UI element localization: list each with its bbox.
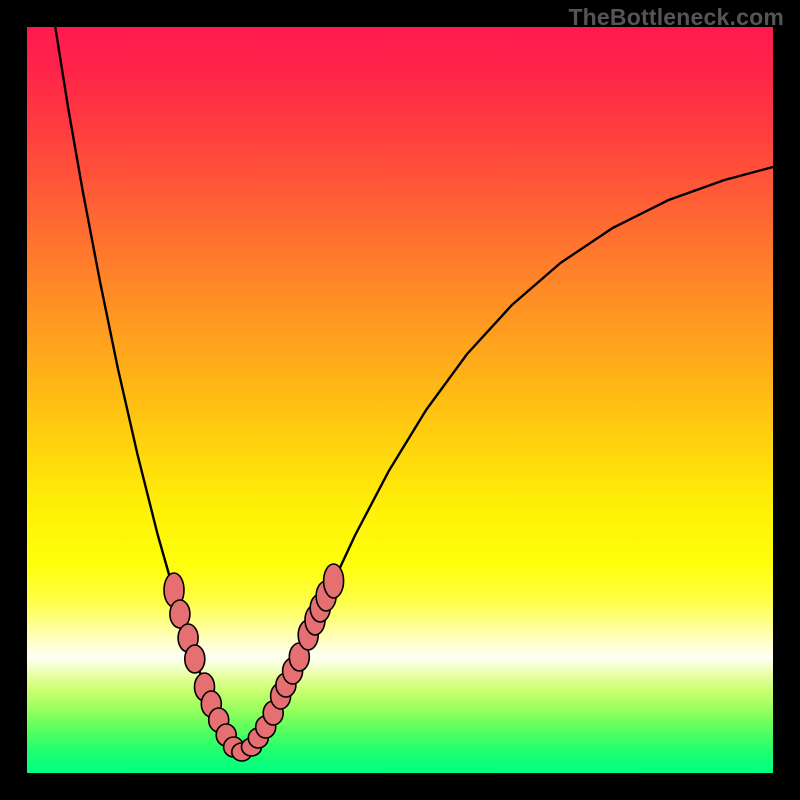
chart-canvas: TheBottleneck.com — [0, 0, 800, 800]
curve-marker — [185, 645, 205, 673]
bottleneck-curve-chart — [0, 0, 800, 800]
plot-gradient-background — [27, 27, 773, 773]
watermark-text: TheBottleneck.com — [568, 4, 784, 31]
curve-marker — [324, 564, 344, 598]
